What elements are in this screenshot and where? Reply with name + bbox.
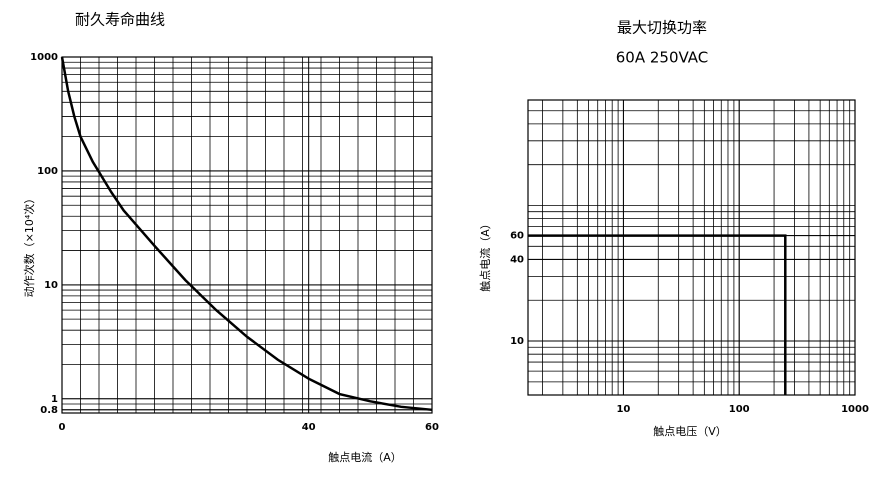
- x-tick-label: 60: [425, 422, 439, 433]
- chart-title: 最大切换功率: [617, 19, 707, 37]
- y-tick-label: 0.8: [40, 405, 58, 416]
- x-tick-label: 40: [302, 422, 316, 433]
- chart-title: 耐久寿命曲线: [75, 11, 165, 29]
- x-tick-label: 0: [59, 422, 66, 433]
- y-tick-label: 10: [44, 280, 58, 291]
- y-axis-label: 动作次数（×10⁴次）: [22, 193, 36, 298]
- x-axis-label: 触点电流（A）: [328, 450, 402, 464]
- y-axis-label: 触点电流（A）: [478, 218, 492, 292]
- chart-subtitle: 60A 250VAC: [616, 49, 709, 67]
- y-tick-label: 1000: [30, 52, 58, 63]
- x-tick-label: 10: [616, 404, 630, 415]
- y-tick-label: 1: [51, 394, 58, 405]
- y-tick-label: 60: [510, 231, 524, 242]
- x-tick-label: 100: [729, 404, 750, 415]
- x-tick-label: 1000: [841, 404, 869, 415]
- series-line: [528, 234, 787, 395]
- y-tick-label: 100: [37, 166, 58, 177]
- y-tick-label: 40: [510, 254, 524, 265]
- y-tick-label: 10: [510, 336, 524, 347]
- x-axis-label: 触点电压（V）: [653, 424, 727, 438]
- series-line: [60, 56, 433, 412]
